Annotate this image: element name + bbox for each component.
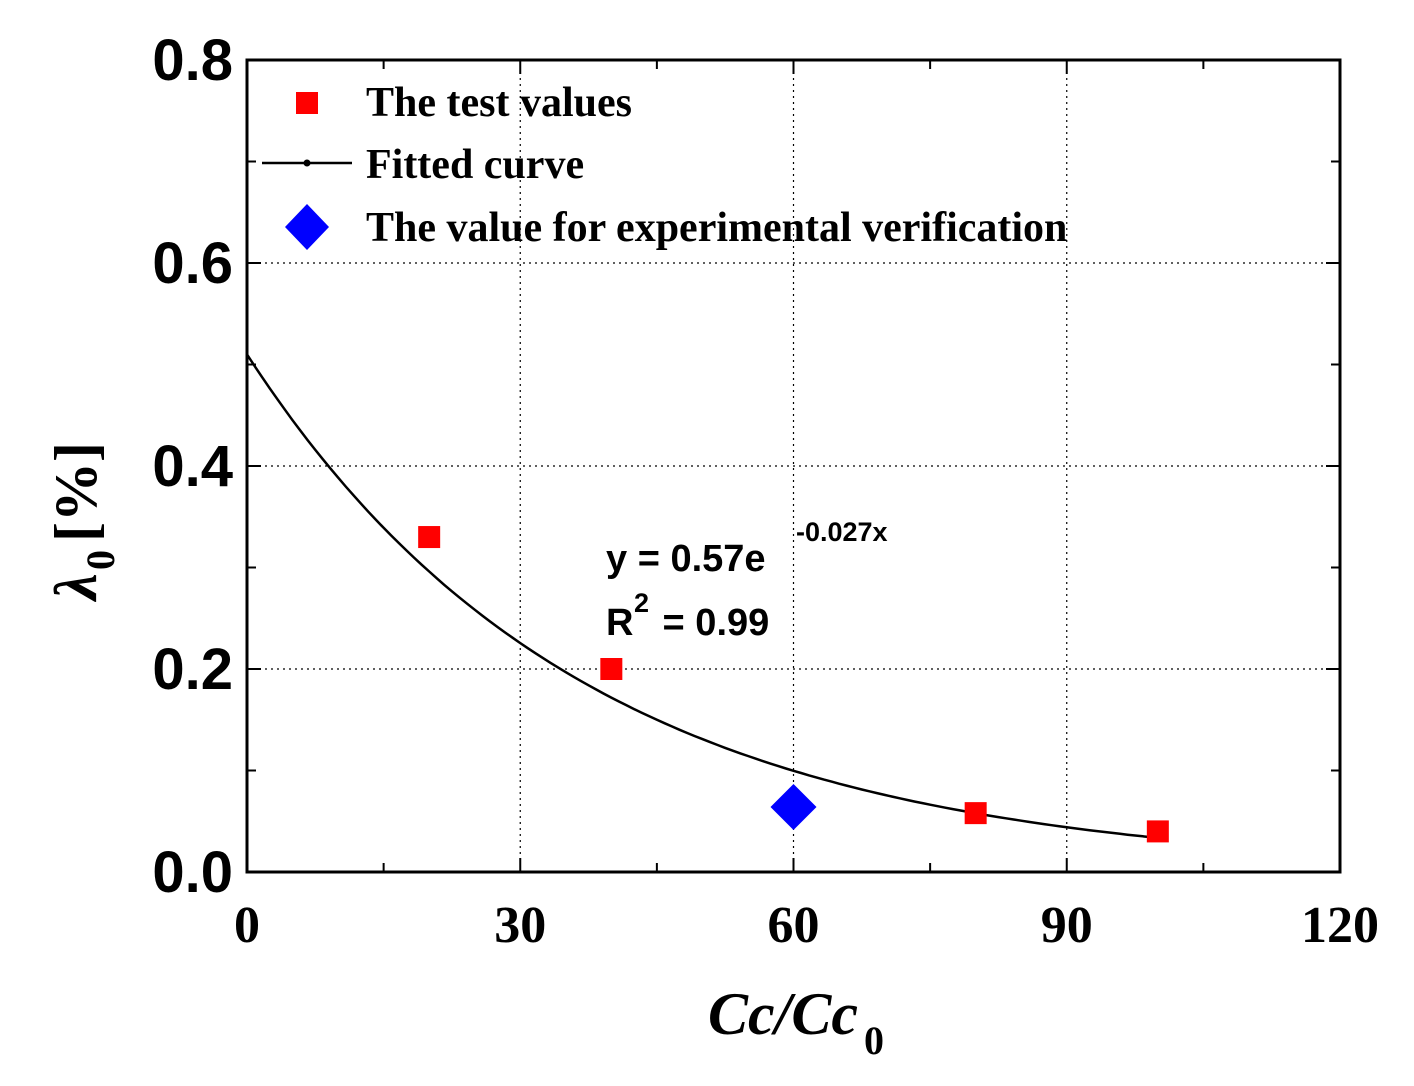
x-tick-labels: 0 30 60 90 120 xyxy=(234,897,1379,954)
test-value-point xyxy=(1146,820,1169,843)
x-tick-label: 30 xyxy=(494,897,546,954)
legend: The test values Fitted curve The value f… xyxy=(262,80,1067,251)
y-tick-label: 0.6 xyxy=(152,231,233,296)
x-axis-label-subscript: 0 xyxy=(864,1018,884,1063)
legend-marker-test-values xyxy=(296,92,318,114)
r-squared-superscript: 2 xyxy=(634,588,649,618)
fitted-curve-line xyxy=(245,353,1158,840)
verification-value-point xyxy=(770,784,817,831)
x-tick-label: 60 xyxy=(768,897,820,954)
test-value-point xyxy=(600,658,623,680)
x-tick-label: 90 xyxy=(1041,897,1093,954)
y-axis-unit: [%] xyxy=(43,442,109,542)
y-tick-label: 0.4 xyxy=(152,434,233,499)
x-axis-title: Cc/Cc 0 xyxy=(708,981,884,1063)
equation-text: y = 0.57e xyxy=(606,538,766,580)
data-points xyxy=(418,526,1169,843)
plot-frame xyxy=(245,58,1342,874)
y-tick-label: 0.2 xyxy=(152,637,233,702)
x-tick-label: 0 xyxy=(234,897,260,954)
test-value-point xyxy=(418,526,441,549)
y-axis-title: λ 0 [%] xyxy=(43,442,123,603)
legend-marker-fitted-curve-dot xyxy=(303,159,311,167)
test-value-point xyxy=(964,802,987,825)
x-tick-label: 120 xyxy=(1301,897,1379,954)
legend-label-verification-value: The value for experimental verification xyxy=(366,205,1067,251)
legend-marker-verification-value xyxy=(285,204,329,250)
equation-exponent: -0.027x xyxy=(796,517,888,547)
grid-lines xyxy=(247,60,1340,872)
x-axis-label: Cc/Cc xyxy=(708,981,858,1047)
legend-label-test-values: The test values xyxy=(366,80,632,126)
fit-equation: y = 0.57e -0.027x R 2 = 0.99 xyxy=(606,517,888,644)
r-squared-value: = 0.99 xyxy=(652,602,769,644)
r-squared-label: R xyxy=(606,602,633,644)
y-tick-label: 0.0 xyxy=(152,840,233,905)
y-tick-labels: 0.0 0.2 0.4 0.6 0.8 xyxy=(152,28,233,905)
y-axis-symbol: λ xyxy=(43,573,109,603)
y-tick-label: 0.8 xyxy=(152,28,233,93)
y-axis-subscript: 0 xyxy=(78,550,123,570)
legend-label-fitted-curve: Fitted curve xyxy=(366,142,584,188)
